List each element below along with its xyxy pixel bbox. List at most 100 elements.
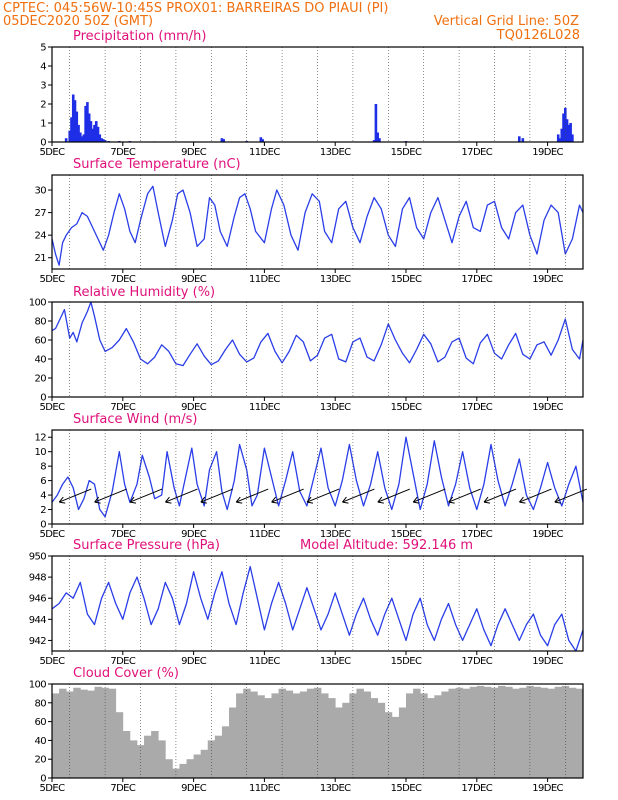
cloud-cover-bar [356,688,364,778]
x-tick-label: 9DEC [181,656,207,667]
y-tick-label: 6 [40,476,46,487]
panel-temp: 21 24 27 30 5DEC 7DEC 9DEC 11DEC 13DEC 15DEC 17DEC… [34,157,584,285]
cloud-cover-bar [575,688,584,778]
cloud-cover-bar [115,712,124,778]
cloud-cover-bar [292,693,301,778]
panel-frame [51,46,584,143]
x-tick-label: 7DEC [110,402,136,413]
cloud-cover-bar [462,688,471,778]
y-tick-label: 21 [34,253,46,264]
cloud-cover-bar [526,685,534,778]
precip-bar [562,113,565,142]
x-tick-label: 19DEC [532,656,563,667]
cloud-cover-bar [80,689,88,778]
cloud-cover-bar [483,686,492,778]
pres-line [51,565,584,652]
x-tick-label: 17DEC [461,783,492,794]
cloud-cover-bar [370,698,379,778]
x-tick-label: 11DEC [249,147,280,158]
x-tick-label: 5DEC [40,656,66,667]
x-tick-label: 5DEC [40,147,66,158]
cloud-cover-bar [384,712,393,778]
cloud-cover-bar [165,759,173,778]
cloud-cover-bar [568,687,577,778]
cloud-cover-bar [391,716,400,778]
wind-arrow [483,488,517,503]
precip-bar [259,137,263,142]
temp-line [51,185,584,266]
cloud-cover-bar [186,759,194,778]
wind-arrow [94,488,127,503]
x-tick-label: 17DEC [461,274,492,285]
precip-bar [571,134,574,142]
x-tick-label: 15DEC [391,783,422,794]
cloud-cover-bar [250,691,258,778]
precip-bar [80,136,84,142]
x-tick-label: 9DEC [181,783,207,794]
cloud-cover-bar [136,745,145,778]
cloud-cover-bar [179,763,187,778]
precip-bar [96,126,100,142]
x-tick-label: 15DEC [391,656,422,667]
header-grid-note: Vertical Grid Line: 50Z [434,14,579,29]
wind-arrowhead [306,496,314,504]
cloud-cover-bar [73,687,81,778]
wind-arrow [200,488,234,503]
cloud-cover-bar [505,686,513,778]
cloud-cover-bar [469,686,478,778]
panel-rh: 0 20 40 60 80 100 5DEC 7DEC 9DEC 11DEC 13DEC 15DEC 1… [29,285,584,413]
y-tick-label: 0 [40,393,46,404]
x-tick-label: 15DEC [391,529,422,540]
x-tick-label: 11DEC [249,529,280,540]
x-tick-label: 15DEC [391,274,422,285]
x-tick-label: 11DEC [249,274,280,285]
y-tick-label: 27 [34,208,46,219]
wind-arrow [448,488,481,503]
cloud-cover-bar [561,685,570,778]
x-tick-label: 19DEC [532,274,563,285]
cloud-cover-bar [200,749,209,778]
cloud-cover-bar [427,698,435,778]
wind-arrow [377,488,411,503]
cloud-cover-bar [306,688,315,778]
cloud-cover-bar [52,693,60,778]
precip-bar [84,105,87,142]
header-run-date: 05DEC2020 50Z (GMT) [3,14,153,29]
header-station: CPTEC: 045:56W-10:45S PROX01: BARREIRAS … [3,1,388,16]
panel-frame [51,683,584,779]
x-tick-label: 11DEC [249,402,280,413]
cloud-cover-bar [398,707,407,778]
wind-arrowhead [235,496,243,504]
cloud-cover-bar [278,688,287,778]
cloud-cover-bar [122,731,131,778]
cloud-cover-bar [229,707,237,778]
y-tick-label: 0 [40,774,46,785]
y-tick-label: 950 [29,552,47,563]
cloud-cover-bar [299,691,308,778]
x-tick-label: 11DEC [249,656,280,667]
x-tick-label: 9DEC [181,274,207,285]
x-tick-label: 5DEC [40,783,66,794]
cloud-cover-bar [321,693,329,778]
panel-title: Cloud Cover (%) [73,666,179,681]
y-tick-label: 944 [29,615,47,626]
y-tick-label: 100 [29,680,47,691]
cloud-cover-bar [221,726,230,778]
precip-bar [565,119,569,142]
wind-arrow [306,488,340,503]
panel-title: Precipitation (mm/h) [73,29,206,44]
precip-bar [98,134,102,142]
wind-arrow [342,488,375,503]
cloud-cover-bar [328,698,336,778]
x-tick-label: 5DEC [40,402,66,413]
y-tick-label: 100 [29,298,47,309]
panel-title: Surface Wind (m/s) [73,412,197,427]
x-tick-label: 19DEC [532,402,563,413]
wind-arrowhead [94,496,101,504]
wind-arrowhead [377,496,384,504]
x-tick-label: 9DEC [181,402,207,413]
wind-arrow [59,488,92,503]
x-tick-label: 15DEC [391,147,422,158]
wind-arrow [413,488,446,503]
